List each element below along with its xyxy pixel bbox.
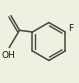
Text: F: F bbox=[68, 24, 73, 33]
Text: OH: OH bbox=[1, 51, 15, 60]
